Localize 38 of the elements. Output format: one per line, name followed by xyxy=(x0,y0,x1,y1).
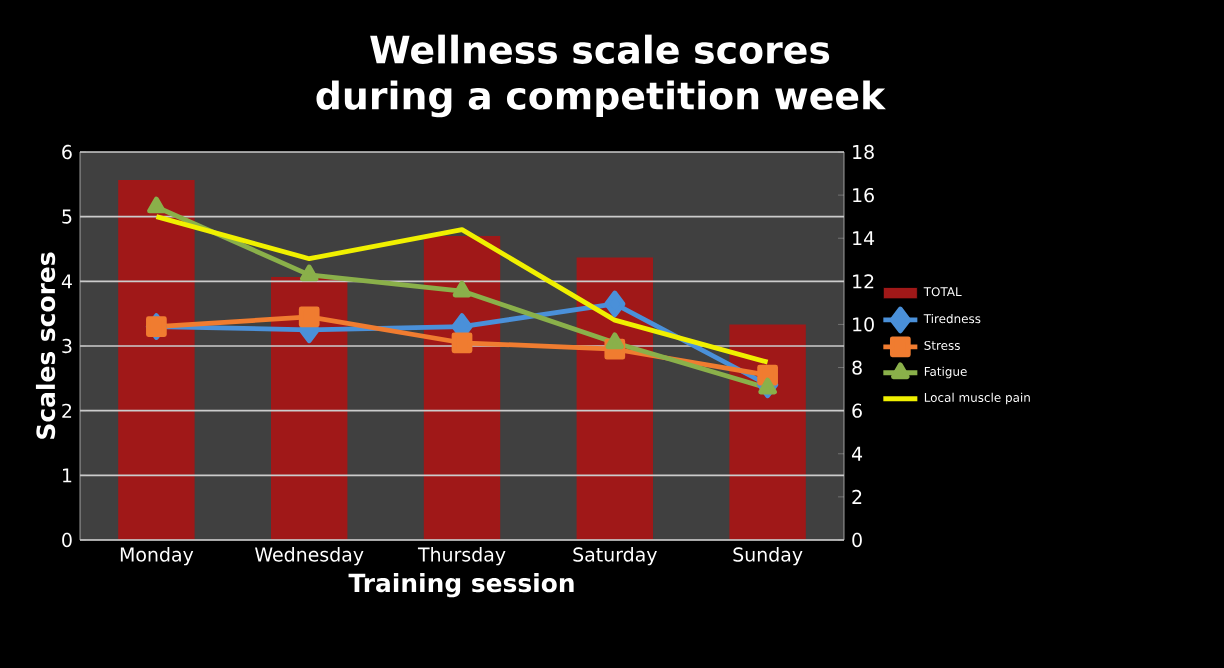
y2-tick-label: 2 xyxy=(852,489,862,504)
point xyxy=(605,332,625,350)
y2-tick-label: 16 xyxy=(853,187,874,203)
point xyxy=(299,264,319,282)
y2-tick-label: 10 xyxy=(853,317,874,332)
y2-tick-label: 6 xyxy=(852,403,862,418)
y-tick-label: 4 xyxy=(61,274,72,289)
point xyxy=(758,377,777,395)
bar xyxy=(118,180,195,540)
y-tick-label: 0 xyxy=(62,532,72,548)
bar xyxy=(729,324,806,540)
y2-tick-label: 8 xyxy=(852,360,862,375)
bar xyxy=(271,277,348,540)
x-tick-label: Saturday xyxy=(573,547,657,566)
chart-title: Wellness scale scores during a competition week xyxy=(316,34,886,118)
point xyxy=(452,280,472,298)
y-axis-title: Scales scores xyxy=(35,252,56,439)
point xyxy=(451,332,473,354)
x-tick-label: Monday xyxy=(120,547,194,566)
bar xyxy=(576,257,654,540)
x-axis-title: Training session xyxy=(348,573,574,598)
point xyxy=(298,306,320,328)
x-tick-label: Sunday xyxy=(733,547,803,566)
point xyxy=(604,290,626,318)
y2-tick-label: 14 xyxy=(853,231,875,246)
bar xyxy=(423,236,501,540)
point xyxy=(147,196,166,214)
y-tick-label: 1 xyxy=(63,468,72,483)
y-tick-label: 3 xyxy=(62,338,72,354)
y-tick-label: 5 xyxy=(62,209,72,224)
y-tick-label: 2 xyxy=(62,403,72,418)
y2-tick-label: 12 xyxy=(853,274,874,289)
y2-tick-label: 0 xyxy=(852,532,862,548)
x-tick-label: Wednesday xyxy=(255,547,364,566)
x-tick-label: Thursday xyxy=(417,547,506,566)
y-tick-label: 6 xyxy=(62,144,72,160)
y2-tick-label: 18 xyxy=(853,144,874,160)
y2-tick-label: 4 xyxy=(851,446,863,461)
